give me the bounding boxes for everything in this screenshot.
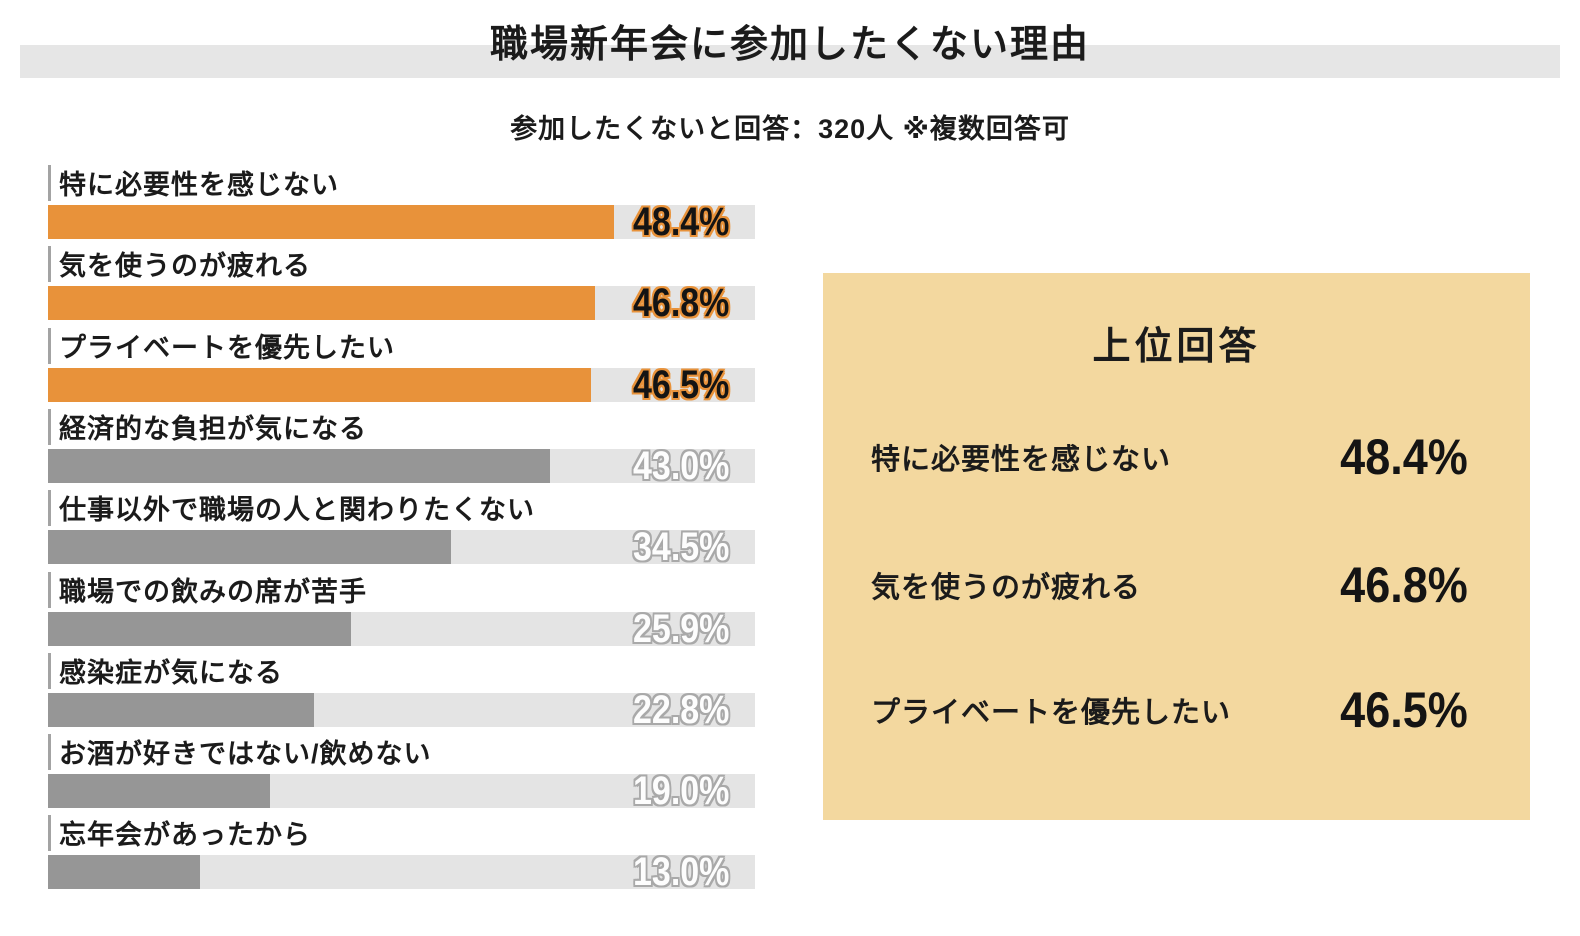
bar-row: プライベートを優先したい 46.5% <box>48 326 755 406</box>
summary-row-label: プライベートを優先したい <box>871 697 1232 729</box>
bar-category-label: 特に必要性を感じない <box>59 170 339 200</box>
bar-value-label: 43.0% <box>633 443 730 488</box>
summary-row-value: 48.4% <box>1340 429 1468 485</box>
bar-value-label: 22.8% <box>633 687 730 732</box>
label-tick <box>48 246 51 283</box>
bar-track <box>48 530 755 565</box>
label-tick <box>48 327 51 364</box>
label-tick <box>48 734 51 771</box>
bar-fill <box>48 448 551 483</box>
bar-value-label: 25.9% <box>633 606 730 651</box>
bar-value-label: 46.8% <box>633 281 730 326</box>
bar-fill <box>48 774 270 809</box>
bar-category-label: プライベートを優先したい <box>59 332 395 363</box>
bar-fill <box>48 692 315 727</box>
bar-fill <box>48 367 592 402</box>
bar-track <box>48 286 755 321</box>
bar-category-label: 仕事以外で職場の人と関わりたくない <box>59 495 535 526</box>
bar-value-label: 46.5% <box>633 362 730 407</box>
bar-track <box>48 367 755 402</box>
bar-fill <box>48 530 452 565</box>
bar-row: 気を使うのが疲れる 46.8% <box>48 244 755 324</box>
label-tick <box>48 490 51 527</box>
bar-row: 特に必要性を感じない 48.4% <box>48 163 755 243</box>
bar-track <box>48 611 755 646</box>
summary-panel-title: 上位回答 <box>1092 326 1261 368</box>
label-tick <box>48 652 51 689</box>
bar-track <box>48 205 755 239</box>
bar-fill <box>48 205 614 239</box>
bar-track <box>48 774 755 809</box>
summary-row-value: 46.8% <box>1340 557 1468 613</box>
title-band <box>20 45 1560 78</box>
label-tick <box>48 815 51 852</box>
chart-subtitle: 参加したくないと回答：320人 ※複数回答可 <box>510 114 1070 144</box>
summary-panel: 上位回答 特に必要性を感じない 48.4% 気を使うのが疲れる 46.8% プライベート… <box>823 273 1530 820</box>
bar-value-label: 48.4% <box>633 200 730 244</box>
bar-row: 仕事以外で職場の人と関わりたくない 34.5% <box>48 488 755 568</box>
bar-category-label: 感染症が気になる <box>59 657 283 688</box>
label-tick <box>48 408 51 445</box>
bar-fill <box>48 611 351 646</box>
summary-row: 特に必要性を感じない 48.4% <box>823 425 1530 489</box>
bar-chart: 特に必要性を感じない 48.4% 気を使うのが疲れる 46.8% プライベートを優先した… <box>48 0 808 936</box>
bar-row: 感染症が気になる 22.8% <box>48 651 755 731</box>
label-tick <box>48 571 51 608</box>
bar-category-label: 経済的な負担が気になる <box>59 413 367 444</box>
bar-row: 経済的な負担が気になる 43.0% <box>48 407 755 487</box>
summary-row-label: 特に必要性を感じない <box>871 444 1172 476</box>
bar-fill <box>48 286 595 321</box>
bar-value-label: 34.5% <box>633 525 730 570</box>
summary-row: プライベートを優先したい 46.5% <box>823 678 1530 742</box>
page-title: 職場新年会に参加したくない理由 <box>489 24 1090 66</box>
bar-row: 忘年会があったから 13.0% <box>48 813 755 893</box>
bar-category-label: 職場での飲みの席が苦手 <box>59 576 367 607</box>
bar-category-label: 忘年会があったから <box>59 820 311 851</box>
bar-fill <box>48 855 200 890</box>
summary-row: 気を使うのが疲れる 46.8% <box>823 553 1530 617</box>
bar-category-label: お酒が好きではない/飲めない <box>59 739 432 770</box>
label-tick <box>48 165 51 201</box>
bar-category-label: 気を使うのが疲れる <box>59 251 311 282</box>
summary-row-label: 気を使うのが疲れる <box>871 572 1142 604</box>
summary-row-value: 46.5% <box>1340 682 1468 738</box>
bar-track <box>48 692 755 727</box>
bar-track <box>48 855 755 890</box>
bar-row: 職場での飲みの席が苦手 25.9% <box>48 570 755 650</box>
bar-value-label: 13.0% <box>633 850 730 895</box>
bar-track <box>48 448 755 483</box>
bar-row: お酒が好きではない/飲めない 19.0% <box>48 732 755 812</box>
bar-value-label: 19.0% <box>633 769 730 814</box>
